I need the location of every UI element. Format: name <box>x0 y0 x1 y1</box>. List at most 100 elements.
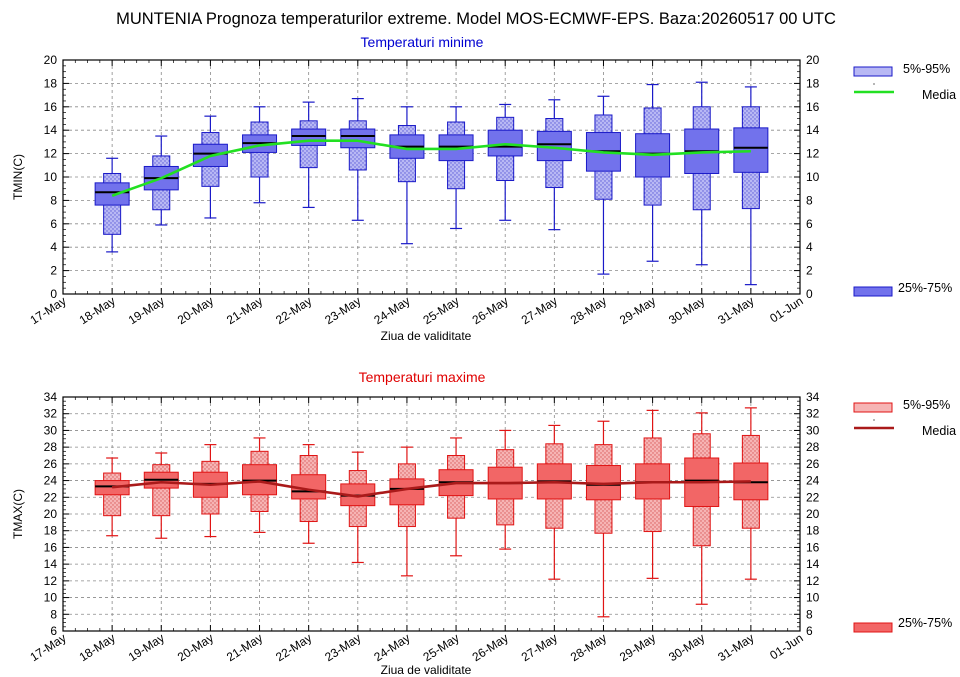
tmin-ytick-label-right: 2 <box>806 264 813 278</box>
tmax-xtick-label: 31-May <box>715 631 756 665</box>
tmin-mean-line <box>111 139 751 197</box>
tmin-ytick-label-left: 20 <box>44 53 58 67</box>
tmin-xtick-label: 31-May <box>715 294 756 328</box>
tmax-xtick-label: 19-May <box>126 631 167 665</box>
tmin-box-inner <box>733 127 769 173</box>
tmax-y-axis-label: TMAX(C) <box>11 489 25 539</box>
tmax-ytick-label-left: 18 <box>44 524 58 538</box>
tmin-xtick-label: 22-May <box>273 294 314 328</box>
tmin-ytick-label-left: 2 <box>50 264 57 278</box>
tmax-legend-mean-label: Media <box>922 424 956 438</box>
tmax-ytick-label-left: 12 <box>44 574 58 588</box>
tmax-ytick-label-right: 34 <box>806 390 820 404</box>
tmin-ytick-label-left: 6 <box>50 217 57 231</box>
tmax-xtick-label: 21-May <box>224 631 265 665</box>
tmin-ytick-label-right: 14 <box>806 123 820 137</box>
tmin-xtick-label: 26-May <box>470 294 511 328</box>
tmax-xtick-label: 28-May <box>568 631 609 665</box>
tmin-xtick-label: 27-May <box>519 294 560 328</box>
tmin-legend-mean-label: Media <box>922 88 956 102</box>
tmin-xtick-label: 19-May <box>126 294 167 328</box>
tmin-xtick-label: 25-May <box>421 294 462 328</box>
tmax-ytick-label-left: 32 <box>44 407 58 421</box>
tmax-ytick-label-left: 16 <box>44 540 58 554</box>
tmax-ytick-label-left: 8 <box>50 607 57 621</box>
tmin-ytick-label-left: 4 <box>50 240 57 254</box>
main-title: MUNTENIA Prognoza temperaturilor extreme… <box>116 10 836 28</box>
tmax-ytick-label-left: 20 <box>44 507 58 521</box>
tmax-ytick-label-right: 22 <box>806 490 820 504</box>
tmax-xtick-label: 01-Jun <box>767 631 805 663</box>
tmax-ytick-label-right: 16 <box>806 540 820 554</box>
tmax-xtick-label: 18-May <box>77 631 118 665</box>
tmax-ytick-label-left: 28 <box>44 440 58 454</box>
tmax-panel: Temperaturi maxime TMAX(C) Ziua de valid… <box>11 369 956 677</box>
tmax-box-inner <box>94 480 130 496</box>
tmin-xtick-label: 17-May <box>27 294 68 328</box>
tmax-xtick-label: 20-May <box>175 631 216 665</box>
tmax-ytick-label-left: 22 <box>44 490 58 504</box>
tmax-ytick-label-right: 20 <box>806 507 820 521</box>
tmin-ytick-label-right: 16 <box>806 100 820 114</box>
tmax-legend-outer-label: 5%-95% <box>903 398 950 412</box>
tmax-ytick-label-right: 6 <box>806 624 813 638</box>
tmax-ytick-label-right: 26 <box>806 457 820 471</box>
tmax-legend-inner-label: 25%-75% <box>898 616 952 630</box>
tmax-ytick-label-left: 26 <box>44 457 58 471</box>
tmin-legend-inner-label: 25%-75% <box>898 281 952 295</box>
tmin-box-inner <box>94 182 130 206</box>
tmax-xtick-label: 23-May <box>322 631 363 665</box>
tmax-mean-line <box>112 480 751 498</box>
tmin-box-inner <box>340 128 376 149</box>
tmax-ytick-label-left: 34 <box>44 390 58 404</box>
tmax-ytick-label-right: 14 <box>806 557 820 571</box>
tmin-ytick-label-left: 8 <box>50 193 57 207</box>
tmin-xtick-label: 18-May <box>77 294 118 328</box>
tmin-ytick-label-right: 20 <box>806 53 820 67</box>
tmax-ytick-label-right: 24 <box>806 474 820 488</box>
tmax-ytick-label-right: 28 <box>806 440 820 454</box>
tmax-ytick-label-right: 18 <box>806 524 820 538</box>
tmax-plot-frame <box>62 396 801 632</box>
tmin-ytick-label-right: 10 <box>806 170 820 184</box>
tmax-ytick-label-right: 8 <box>806 607 813 621</box>
tmax-ytick-label-right: 10 <box>806 591 820 605</box>
tmin-legend-inner-swatch <box>853 286 893 297</box>
tmin-ytick-label-right: 0 <box>806 287 813 301</box>
tmin-ytick-label-left: 12 <box>44 147 58 161</box>
tmin-ytick-label-left: 0 <box>50 287 57 301</box>
tmax-legend-outer-swatch <box>853 402 893 413</box>
tmin-legend-outer-label: 5%-95% <box>903 62 950 76</box>
tmin-legend-dot <box>873 83 875 85</box>
tmax-ytick-label-left: 30 <box>44 423 58 437</box>
tmax-xtick-label: 25-May <box>421 631 462 665</box>
tmax-ytick-label-left: 24 <box>44 474 58 488</box>
tmin-y-axis-label: TMIN(C) <box>11 154 25 200</box>
tmin-ytick-label-right: 18 <box>806 76 820 90</box>
tmax-x-axis-label: Ziua de validitate <box>381 663 472 677</box>
tmax-xtick-label: 27-May <box>519 631 560 665</box>
tmin-ytick-label-right: 4 <box>806 240 813 254</box>
tmax-ytick-label-right: 12 <box>806 574 820 588</box>
tmax-xtick-label: 30-May <box>666 631 707 665</box>
tmin-ytick-label-left: 10 <box>44 170 58 184</box>
tmin-xtick-label: 24-May <box>371 294 412 328</box>
tmax-xtick-label: 22-May <box>273 631 314 665</box>
tmin-ytick-label-right: 12 <box>806 147 820 161</box>
tmax-ytick-label-left: 10 <box>44 591 58 605</box>
tmin-xtick-label: 20-May <box>175 294 216 328</box>
tmax-xtick-label: 29-May <box>617 631 658 665</box>
tmax-legend-dot <box>873 419 875 421</box>
tmin-x-axis-label: Ziua de validitate <box>381 329 472 343</box>
tmin-xtick-label: 23-May <box>322 294 363 328</box>
tmin-ytick-label-right: 6 <box>806 217 813 231</box>
tmin-xtick-label: 29-May <box>617 294 658 328</box>
tmin-panel-title: Temperaturi minime <box>361 34 484 50</box>
tmax-xtick-label: 24-May <box>371 631 412 665</box>
tmin-legend-outer-swatch <box>853 66 893 77</box>
tmin-xtick-label: 01-Jun <box>767 294 805 326</box>
tmax-ytick-label-left: 14 <box>44 557 58 571</box>
tmin-ytick-label-left: 14 <box>44 123 58 137</box>
tmax-panel-title: Temperaturi maxime <box>359 369 486 385</box>
